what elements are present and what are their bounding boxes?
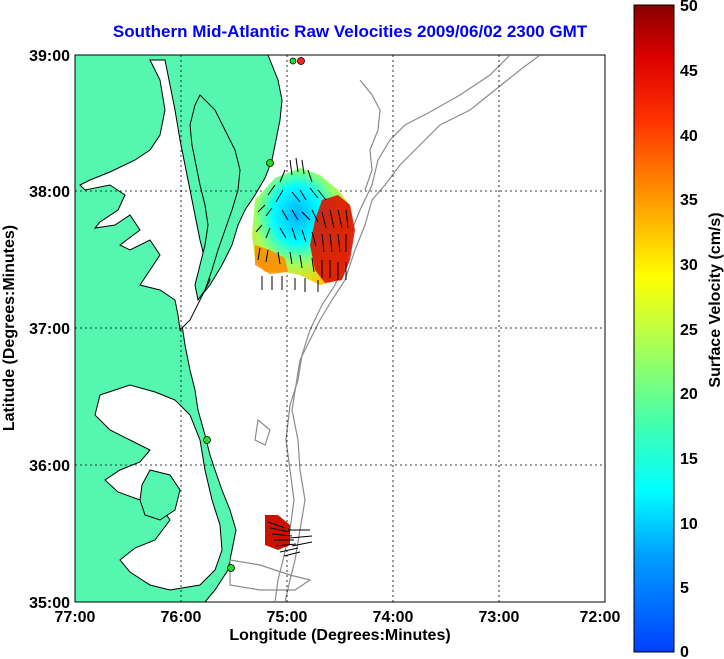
colorbar-tick: 15	[680, 451, 698, 468]
velocity-vectors-south	[267, 521, 313, 557]
y-tick-label: 38:00	[29, 184, 70, 201]
station-marker-4	[227, 564, 235, 572]
x-tick-label: 72:00	[580, 609, 621, 626]
x-tick-label: 74:00	[373, 609, 414, 626]
x-tick-label: 75:00	[267, 609, 308, 626]
station-marker-2	[266, 159, 274, 167]
velocity-field-north-orange	[255, 245, 288, 274]
x-axis-label: Longitude (Degrees:Minutes)	[229, 627, 450, 644]
station-markers	[203, 57, 305, 572]
colorbar-tick: 50	[680, 0, 698, 15]
bathymetry-contour-3	[359, 79, 381, 191]
velocity-vectors-north	[255, 157, 349, 292]
velocity-field-north-red	[310, 195, 355, 283]
colorbar-tick: 10	[680, 516, 698, 533]
y-tick-label: 37:00	[29, 321, 70, 338]
colorbar-tick: 30	[680, 257, 698, 274]
station-marker-3	[203, 436, 211, 444]
y-tick-label: 39:00	[29, 48, 70, 65]
x-tick-label: 76:00	[161, 609, 202, 626]
y-axis-ticks: 39:00 38:00 37:00 36:00 35:00	[29, 48, 70, 612]
colorbar	[633, 4, 675, 653]
map-title: Southern Mid-Atlantic Raw Velocities 200…	[112, 22, 588, 41]
bathymetry-contour-4	[229, 418, 312, 591]
colorbar-tick: 0	[680, 644, 689, 659]
bathymetry-contour-1	[284, 55, 541, 602]
y-tick-label: 35:00	[29, 595, 70, 612]
colorbar-tick: 40	[680, 128, 698, 145]
colorbar-tick: 35	[680, 192, 698, 209]
bathymetry-contour-2	[274, 55, 511, 602]
station-marker-red	[297, 57, 305, 65]
x-tick-label: 77:00	[55, 609, 96, 626]
y-tick-label: 36:00	[29, 458, 70, 475]
grid-lines	[75, 55, 605, 602]
delmarva-peninsula	[189, 94, 241, 302]
x-tick-label: 73:00	[479, 609, 520, 626]
velocity-field-south	[265, 515, 290, 550]
y-axis-label: Latitude (Degrees:Minutes)	[1, 225, 18, 431]
colorbar-ticks: 50 45 40 35 30 25 20 15 10 5 0	[680, 0, 698, 659]
colorbar-tick: 20	[680, 386, 698, 403]
x-axis-ticks: 77:00 76:00 75:00 74:00 73:00 72:00	[55, 609, 621, 626]
pamlico-inner-land	[139, 469, 181, 521]
colorbar-label: Surface Velocity (cm/s)	[707, 212, 724, 387]
station-marker-1	[289, 57, 297, 65]
colorbar-tick: 45	[680, 63, 698, 80]
colorbar-tick: 5	[680, 580, 689, 597]
chesapeake-bay	[79, 59, 211, 332]
colorbar-tick: 25	[680, 322, 698, 339]
